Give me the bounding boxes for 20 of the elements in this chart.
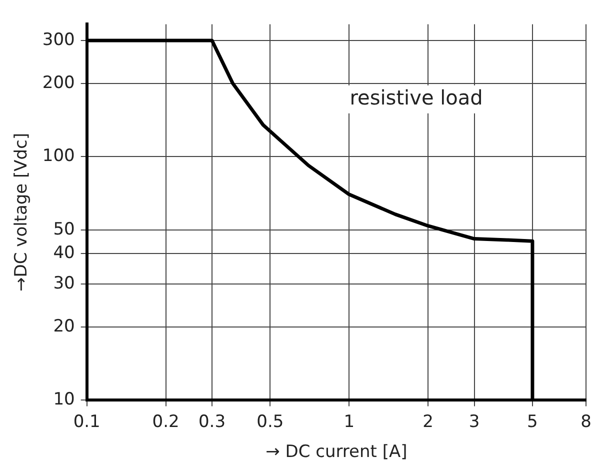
y-tick-label: 50 bbox=[53, 219, 75, 240]
y-tick-label: 200 bbox=[42, 72, 75, 93]
y-tick-label: 30 bbox=[53, 273, 75, 294]
y-tick-label: 300 bbox=[42, 30, 75, 50]
y-tick-label: 10 bbox=[53, 390, 75, 410]
x-tick-label: 1 bbox=[344, 412, 355, 432]
x-tick-label: 0.1 bbox=[73, 412, 100, 432]
x-tick-label: 0.2 bbox=[152, 412, 180, 432]
x-tick-label: 3 bbox=[468, 412, 480, 432]
y-tick-label: 20 bbox=[53, 316, 75, 336]
x-tick-label: 0.5 bbox=[256, 412, 284, 432]
x-tick-label: 8 bbox=[580, 412, 592, 432]
y-tick-label: 40 bbox=[53, 243, 75, 264]
y-tick-label: 100 bbox=[42, 146, 75, 166]
x-tick-label: 0.3 bbox=[198, 412, 226, 432]
x-tick-label: 5 bbox=[527, 412, 538, 432]
x-tick-label: 2 bbox=[422, 412, 434, 432]
annotation: resistive load bbox=[350, 86, 483, 110]
x-axis-title: → DC current [A] bbox=[266, 442, 408, 462]
y-axis-title: →DC voltage [Vdc] bbox=[12, 132, 32, 292]
